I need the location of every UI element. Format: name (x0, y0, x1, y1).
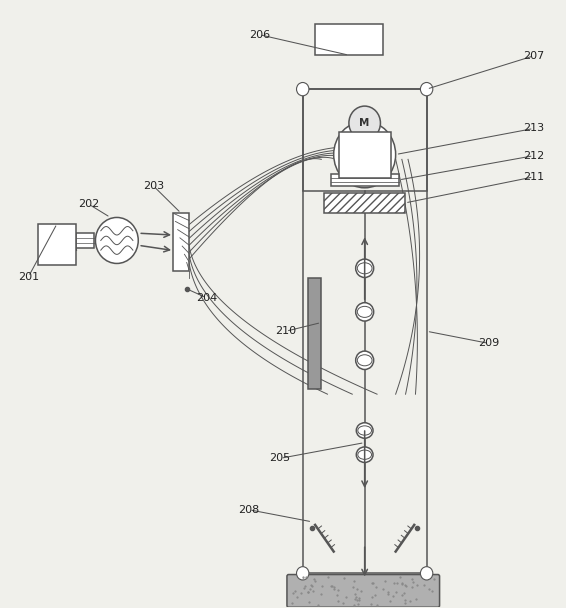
Bar (38, 224, 76, 264)
Text: 207: 207 (523, 51, 544, 61)
Circle shape (297, 567, 309, 580)
Text: 203: 203 (143, 181, 164, 191)
Ellipse shape (357, 423, 373, 438)
Text: 206: 206 (249, 30, 270, 40)
Bar (338, 131, 391, 178)
Text: 209: 209 (478, 338, 499, 348)
Bar (173, 213, 189, 271)
Bar (331, 174, 398, 186)
Text: M: M (359, 118, 370, 128)
Bar (303, 89, 427, 191)
Bar (303, 89, 427, 573)
Circle shape (334, 121, 396, 188)
Bar (173, 213, 189, 271)
Text: 204: 204 (196, 293, 217, 303)
Circle shape (96, 218, 138, 263)
Circle shape (421, 83, 433, 96)
Text: 202: 202 (78, 199, 99, 209)
FancyBboxPatch shape (287, 575, 440, 607)
Bar (324, 193, 405, 213)
Text: 212: 212 (523, 151, 544, 161)
Bar (308, 278, 321, 389)
Ellipse shape (355, 351, 374, 370)
Text: 205: 205 (269, 454, 291, 463)
Circle shape (421, 567, 433, 580)
Bar (315, 24, 383, 55)
Circle shape (349, 106, 380, 140)
Text: 211: 211 (523, 172, 544, 182)
Text: 210: 210 (275, 326, 297, 336)
Text: 201: 201 (18, 272, 39, 282)
Text: 208: 208 (239, 505, 260, 515)
Ellipse shape (355, 259, 374, 277)
Text: 213: 213 (523, 123, 544, 134)
Bar (76, 233, 95, 248)
Ellipse shape (355, 303, 374, 321)
Circle shape (297, 83, 309, 96)
Ellipse shape (357, 447, 373, 463)
